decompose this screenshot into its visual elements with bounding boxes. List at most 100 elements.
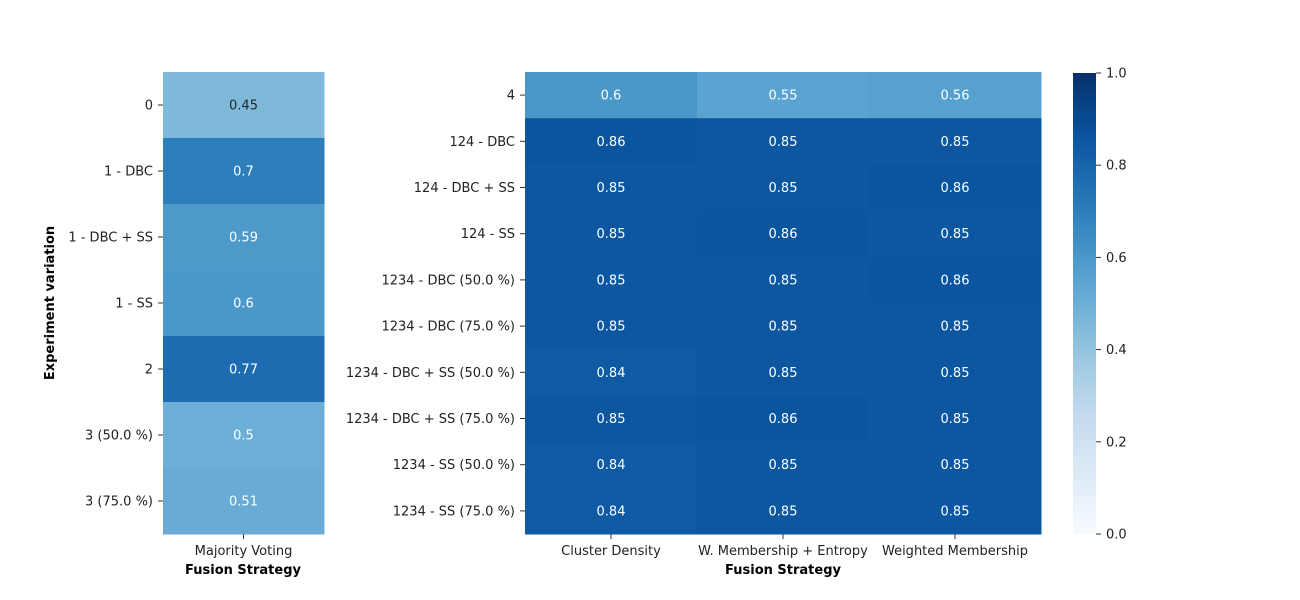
hm-left-cell-value: 0.45 xyxy=(229,99,258,114)
hm-left-cell xyxy=(163,270,325,337)
hm-right-y-tick-label: 124 - DBC + SS xyxy=(414,181,515,196)
hm-right-y-tick-label: 4 xyxy=(507,89,515,104)
hm-right-cell xyxy=(697,349,870,396)
colorbar-tick-label: 0.8 xyxy=(1106,159,1127,174)
y-axis-title: Experiment variation xyxy=(43,226,58,380)
colorbar-tick-label: 0.0 xyxy=(1106,528,1127,543)
hm-right-cell-value: 0.85 xyxy=(941,366,970,381)
hm-right-cell-value: 0.85 xyxy=(941,458,970,473)
hm-right-cell-value: 0.85 xyxy=(941,412,970,427)
hm-left-cell-value: 0.5 xyxy=(233,429,254,444)
hm-right-cell-value: 0.85 xyxy=(597,320,626,335)
hm-left-cell-value: 0.77 xyxy=(229,363,258,378)
hm-right-cell xyxy=(697,395,870,443)
hm-right-cell xyxy=(869,441,1042,489)
colorbar: 0.0 0.2 0.4 0.6 0.8 1.0 xyxy=(1073,67,1127,543)
hm-left-y-tick-label: 1 - DBC xyxy=(104,165,153,180)
hm-right-cell-value: 0.85 xyxy=(769,135,798,150)
hm-right-cell-value: 0.85 xyxy=(769,458,798,473)
hm-left-cell xyxy=(163,468,325,535)
hm-left-cell xyxy=(163,72,325,139)
hm-right-cell-value: 0.84 xyxy=(597,504,626,519)
hm-right-cell-value: 0.85 xyxy=(769,320,798,335)
hm-right-cell-value: 0.84 xyxy=(597,366,626,381)
colorbar-tick-label: 0.2 xyxy=(1106,435,1127,450)
hm-right-cell-value: 0.56 xyxy=(941,89,970,104)
hm-right-cell-value: 0.6 xyxy=(601,89,622,104)
hm-right-cell-value: 0.86 xyxy=(941,273,970,288)
hm-right-y-tick-label: 1234 - DBC (50.0 %) xyxy=(381,273,515,288)
hm-right-cell xyxy=(697,487,870,535)
hm-right-cell-value: 0.85 xyxy=(769,366,798,381)
hm-left-y-tick-label: 1 - SS xyxy=(115,297,153,312)
hm-right-cell xyxy=(697,210,870,258)
hm-right-y-tick-label: 1234 - SS (75.0 %) xyxy=(393,504,515,519)
hm-right-cell xyxy=(525,441,698,489)
hm-right-cell-value: 0.85 xyxy=(769,273,798,288)
hm-right-cell xyxy=(869,72,1042,119)
colorbar-tick-label: 0.6 xyxy=(1106,251,1127,266)
hm-right-y-tick-label: 124 - SS xyxy=(461,227,515,242)
hm-right-x-tick-label: Weighted Membership xyxy=(882,544,1028,559)
hm-right-cell xyxy=(869,303,1042,350)
hm-right-cell xyxy=(869,395,1042,443)
hm-right-cell xyxy=(525,164,698,212)
hm-right-cell xyxy=(869,118,1042,165)
heatmap-majority-voting: 0.45 0.7 0.59 0.6 0.77 0.5 0.51 0 1 - DBC 1 - DBC… xyxy=(68,72,325,559)
hm-right-y-tick-label: 1234 - DBC + SS (75.0 %) xyxy=(346,412,515,427)
hm-right-cell xyxy=(697,256,870,304)
hm-right-cell xyxy=(697,118,870,165)
hm-left-y-tick-label: 3 (50.0 %) xyxy=(85,429,153,444)
colorbar-gradient xyxy=(1073,73,1096,534)
hm-right-x-tick-label: Cluster Density xyxy=(561,544,661,559)
colorbar-tick-label: 0.4 xyxy=(1106,343,1127,358)
hm-right-cell xyxy=(525,303,698,350)
hm-right-cell-value: 0.85 xyxy=(597,227,626,242)
hm-right-cell xyxy=(525,210,698,258)
hm-right-cell-value: 0.85 xyxy=(769,504,798,519)
heatmap-fusion-strategies: 0.6 0.55 0.56 0.86 0.85 0.85 0.85 0.85 0.86 0.85 0… xyxy=(346,72,1042,559)
hm-right-y-tick-label: 1234 - DBC + SS (50.0 %) xyxy=(346,366,515,381)
hm-right-cell xyxy=(697,303,870,350)
hm-right-cell-value: 0.86 xyxy=(769,412,798,427)
hm-right-cell-value: 0.85 xyxy=(941,135,970,150)
hm-right-cell xyxy=(869,256,1042,304)
hm-left-y-tick-label: 3 (75.0 %) xyxy=(85,495,153,510)
hm-right-cell xyxy=(869,349,1042,396)
hm-right-cell xyxy=(869,210,1042,258)
hm-left-cell xyxy=(163,336,325,403)
hm-right-cell xyxy=(869,164,1042,212)
hm-left-cell xyxy=(163,402,325,469)
hm-right-cell-value: 0.85 xyxy=(941,227,970,242)
colorbar-tick-label: 1.0 xyxy=(1106,67,1127,82)
hm-right-cell xyxy=(525,395,698,443)
hm-right-cell xyxy=(697,441,870,489)
hm-right-y-tick-label: 1234 - DBC (75.0 %) xyxy=(381,320,515,335)
hm-right-y-tick-label: 1234 - SS (50.0 %) xyxy=(393,458,515,473)
hm-left-cell-value: 0.59 xyxy=(229,231,258,246)
hm-right-cell-value: 0.84 xyxy=(597,458,626,473)
hm-right-x-tick-label: W. Membership + Entropy xyxy=(698,544,868,559)
hm-left-y-tick-label: 2 xyxy=(145,363,153,378)
hm-right-y-tick-label: 124 - DBC xyxy=(449,135,515,150)
hm-right-cell-value: 0.86 xyxy=(597,135,626,150)
hm-left-y-tick-label: 1 - DBC + SS xyxy=(68,231,153,246)
hm-right-cell xyxy=(525,118,698,165)
hm-right-cell-value: 0.86 xyxy=(769,227,798,242)
hm-right-cell-value: 0.85 xyxy=(597,412,626,427)
hm-right-cell-value: 0.85 xyxy=(597,181,626,196)
hm-right-cell-value: 0.55 xyxy=(769,89,798,104)
hm-right-cell xyxy=(525,256,698,304)
hm-right-cell xyxy=(525,349,698,396)
x-axis-title-left: Fusion Strategy xyxy=(185,563,301,578)
hm-left-cell-value: 0.6 xyxy=(233,297,254,312)
hm-left-cell-value: 0.51 xyxy=(229,495,258,510)
hm-left-x-tick-label: Majority Voting xyxy=(195,544,293,559)
hm-left-cell-value: 0.7 xyxy=(233,165,254,180)
hm-left-y-tick-label: 0 xyxy=(145,99,153,114)
hm-right-cell-value: 0.85 xyxy=(597,273,626,288)
hm-right-cell xyxy=(525,487,698,535)
hm-right-cell xyxy=(697,72,870,119)
hm-left-cell xyxy=(163,204,325,271)
